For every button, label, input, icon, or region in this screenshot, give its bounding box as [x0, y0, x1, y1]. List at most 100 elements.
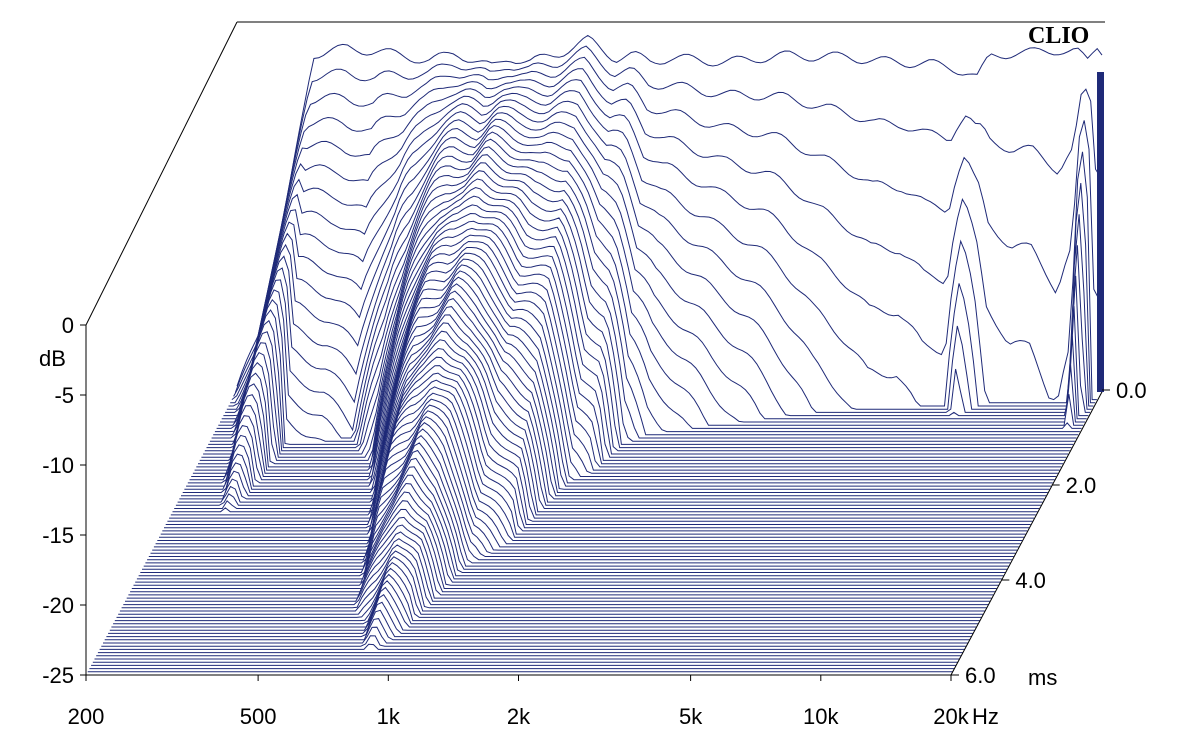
waterfall-slice-line: [167, 356, 1033, 522]
waterfall-slice-line: [128, 524, 994, 596]
frequency-tick-label: 500: [240, 704, 277, 729]
waterfall-slice-line: [135, 491, 1001, 583]
clio-logo: CLIO: [1028, 23, 1089, 49]
waterfall-slice-line: [206, 186, 1072, 449]
waterfall-slice-line: [125, 538, 990, 602]
waterfall-slice-line: [133, 500, 999, 586]
waterfall-slice-line: [162, 379, 1028, 532]
waterfall-slice: [101, 635, 967, 647]
waterfall-slice-line: [184, 276, 1050, 490]
waterfall-slice-line: [150, 422, 1016, 554]
frequency-tick-label: 10k: [803, 704, 839, 729]
waterfall-slice-line: [153, 410, 1019, 548]
waterfall-slice-line: [226, 99, 1092, 410]
waterfall-slice-line: [203, 204, 1069, 455]
waterfall-slice-line: [204, 195, 1070, 452]
db-tick-label: 0: [62, 313, 74, 338]
waterfall-slice-line: [223, 112, 1089, 417]
waterfall-slice-line: [113, 580, 979, 625]
waterfall-slice-line: [209, 170, 1075, 442]
waterfall-slice-line: [164, 372, 1029, 529]
waterfall-slice-line: [191, 252, 1057, 477]
waterfall-slice-line: [230, 79, 1096, 404]
waterfall-slice-line: [231, 68, 1097, 401]
waterfall-slice-line: [189, 258, 1055, 481]
waterfall-slice-line: [194, 240, 1060, 471]
waterfall-slice: [103, 627, 968, 643]
waterfall-slice-line: [101, 635, 967, 647]
waterfall-slice-line: [201, 212, 1067, 458]
frequency-unit-label: Hz: [972, 704, 999, 729]
time-unit-label: ms: [1028, 665, 1057, 690]
waterfall-slice-line: [211, 162, 1077, 439]
db-axis-label: dB: [39, 346, 66, 371]
waterfall-slice: [130, 517, 996, 592]
time-tick-label: 2.0: [1066, 473, 1097, 498]
waterfall-slices: [86, 34, 1103, 676]
db-tick-label: -25: [42, 663, 74, 688]
frequency-tick-label: 2k: [507, 704, 531, 729]
waterfall-slice-line: [160, 386, 1026, 535]
waterfall-slice-line: [157, 398, 1023, 541]
waterfall-slice-line: [136, 482, 1002, 580]
db-tick-label: -15: [42, 523, 74, 548]
waterfall-slice-line: [198, 227, 1063, 465]
waterfall-slice: [99, 644, 965, 650]
frequency-tick-label: 5k: [679, 704, 703, 729]
waterfall-slice-line: [114, 573, 980, 622]
waterfall-slice-line: [131, 508, 997, 589]
waterfall-slice-line: [181, 290, 1046, 497]
waterfall-slice-line: [119, 556, 985, 612]
waterfall-slice-line: [174, 322, 1040, 509]
waterfall-slice-line: [187, 264, 1053, 484]
waterfall-slice-line: [126, 531, 992, 599]
db-tick-label: -10: [42, 453, 74, 478]
waterfall-slice-line: [218, 131, 1084, 426]
db-axis-ticks: 0 -5 -10 -15 -20 -25: [42, 313, 86, 688]
waterfall-slice-line: [208, 178, 1074, 445]
time-axis-line: [950, 389, 1104, 676]
db-tick-label: -5: [54, 383, 74, 408]
frequency-axis-ticks: 200 500 1k 2k 5k 10k 20k: [68, 675, 970, 729]
waterfall-slice-line: [138, 474, 1004, 577]
waterfall-slice-line: [108, 601, 974, 634]
waterfall-slice-line: [221, 118, 1087, 420]
frequency-tick-label: 1k: [377, 704, 401, 729]
time-tick-label: 0.0: [1116, 378, 1147, 403]
waterfall-slice-line: [130, 516, 996, 593]
waterfall-slice-line: [199, 220, 1065, 461]
waterfall-slice-line: [147, 435, 1013, 561]
waterfall-slice-line: [116, 567, 982, 618]
waterfall-slice-line: [170, 339, 1036, 516]
waterfall-slice-line: [220, 124, 1085, 423]
waterfall-slice-line: [118, 561, 984, 615]
waterfall-slice-line: [140, 466, 1006, 573]
waterfall-slice-line: [233, 56, 1100, 397]
waterfall-slice-line: [104, 618, 970, 641]
frequency-tick-label: 20k: [933, 704, 969, 729]
time-axis-ticks: 0.0 2.0 4.0 6.0: [951, 378, 1147, 688]
waterfall-slice-line: [169, 347, 1035, 519]
waterfall-slice-line: [106, 609, 972, 638]
waterfall-slice-line: [186, 270, 1052, 487]
waterfall-slice-line: [172, 330, 1038, 513]
right-edge-bar: [1097, 72, 1104, 392]
waterfall-slice-line: [225, 105, 1091, 413]
waterfall-slice-line: [196, 234, 1062, 468]
waterfall-slice-line: [99, 643, 965, 650]
waterfall-slice-line: [159, 392, 1024, 538]
waterfall-slice-line: [142, 457, 1007, 570]
waterfall-slice-line: [214, 146, 1080, 433]
waterfall-slice-line: [236, 34, 1103, 387]
waterfall-slice-line: [145, 442, 1011, 564]
waterfall-slice-line: [155, 404, 1021, 545]
waterfall-slice-line: [103, 626, 968, 644]
waterfall-slice-line: [109, 594, 975, 631]
waterfall-slice: [119, 556, 985, 611]
waterfall-slice-line: [234, 45, 1101, 393]
waterfall-slice-line: [179, 298, 1045, 500]
waterfall-slice-line: [216, 138, 1082, 429]
waterfall-slice-line: [143, 449, 1009, 567]
waterfall-slice-line: [123, 544, 989, 606]
